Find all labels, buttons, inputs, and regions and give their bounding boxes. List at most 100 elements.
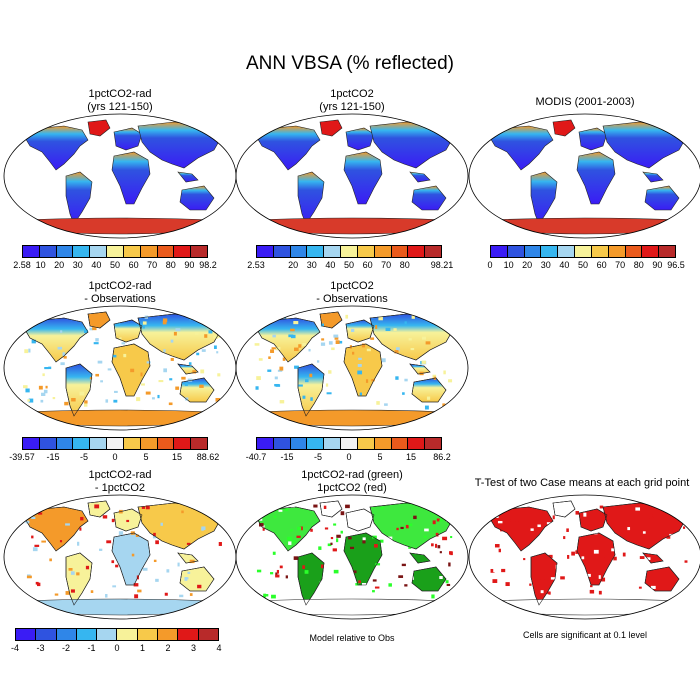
- data-cell: [351, 328, 355, 332]
- data-cell: [294, 365, 299, 369]
- colorbar-swatch: [174, 246, 192, 257]
- panel2-title: 1pctCO2 (yrs 121-150): [234, 88, 470, 114]
- data-cell: [297, 526, 302, 531]
- data-cell: [434, 543, 438, 548]
- colorbar-swatch: [73, 246, 91, 257]
- data-cell: [49, 558, 52, 562]
- land-region: [578, 127, 608, 151]
- land-region: [87, 500, 111, 518]
- data-cell: [142, 567, 148, 571]
- data-cell: [388, 583, 392, 587]
- colorbar-1pctco2: 2.53 20 30 40 50 60 70 80 98.21: [247, 245, 453, 270]
- data-cell: [402, 392, 405, 395]
- data-cell: [57, 346, 63, 350]
- data-cell: [371, 535, 377, 539]
- colorbar-swatch: [123, 246, 141, 257]
- data-cell: [376, 401, 380, 405]
- data-cell: [669, 554, 674, 559]
- colorbar-swatch: [107, 438, 124, 449]
- data-cell: [288, 334, 294, 338]
- colorbar-swatch: [257, 246, 274, 257]
- map-1pctco2-minus-obs: [234, 304, 470, 432]
- data-cell: [439, 551, 442, 554]
- colorbar-tick-label: 5: [143, 452, 149, 462]
- data-cell: [331, 347, 335, 351]
- data-cell: [371, 379, 375, 382]
- land-region: [113, 127, 143, 151]
- data-cell: [142, 325, 145, 329]
- data-cell: [448, 379, 453, 383]
- data-cell: [498, 548, 501, 553]
- data-cell: [216, 351, 219, 354]
- data-cell: [321, 338, 325, 341]
- data-cell: [442, 536, 448, 541]
- colorbar-swatch: [157, 246, 175, 257]
- antarctica-region: [488, 598, 682, 616]
- colorbar-swatch: [90, 438, 108, 449]
- data-cell: [423, 535, 427, 538]
- data-cell: [126, 519, 130, 523]
- data-cell: [375, 325, 378, 329]
- data-cell: [336, 534, 341, 538]
- data-cell: [326, 392, 332, 395]
- data-cell: [336, 538, 339, 543]
- map-svg: [3, 494, 237, 620]
- data-cell: [168, 402, 173, 406]
- data-cell: [97, 360, 103, 364]
- data-cell: [100, 380, 103, 383]
- panel7-title-line1: 1pctCO2-rad (green): [301, 469, 403, 481]
- data-cell: [683, 526, 686, 529]
- data-cell: [358, 357, 362, 360]
- data-cell: [540, 576, 545, 580]
- colorbar-swatches: [256, 437, 442, 450]
- data-cell: [372, 590, 375, 593]
- data-cell: [666, 535, 671, 539]
- data-cell: [140, 372, 143, 377]
- data-cell: [635, 507, 641, 511]
- land-region: [602, 502, 688, 550]
- data-cell: [358, 580, 361, 584]
- data-cell: [421, 336, 426, 340]
- coastline: [578, 508, 608, 532]
- coastline: [113, 508, 143, 532]
- coastline: [411, 566, 447, 592]
- colorbar-swatch: [341, 246, 358, 257]
- data-cell: [404, 584, 408, 587]
- colorbar-swatch: [273, 246, 291, 257]
- colorbar-tick-label: 20: [522, 260, 533, 270]
- data-cell: [340, 511, 345, 516]
- data-cell: [25, 316, 29, 319]
- land-region: [111, 151, 151, 205]
- colorbar-1pctco2-rad: 2.58 10 20 30 40 50 60 70 80 90 98.2: [13, 245, 217, 270]
- data-cell: [44, 366, 49, 370]
- map-1pctco2-rad-minus-obs: [2, 304, 238, 432]
- data-cell: [41, 540, 46, 543]
- data-cell: [287, 536, 293, 541]
- data-cell: [370, 337, 375, 340]
- data-cell: [142, 321, 147, 325]
- data-cell: [204, 334, 208, 338]
- coastline: [319, 500, 343, 518]
- data-cell: [113, 399, 118, 403]
- data-cell: [630, 571, 636, 575]
- data-cell: [646, 557, 651, 561]
- coastline: [345, 319, 375, 343]
- data-cell: [192, 370, 197, 374]
- data-cell: [366, 348, 371, 352]
- data-cell: [256, 376, 261, 381]
- data-cell: [76, 572, 80, 576]
- data-cell: [333, 569, 339, 574]
- data-cell: [288, 541, 292, 545]
- data-cell: [563, 536, 566, 540]
- data-cell: [70, 589, 75, 593]
- land-region: [345, 127, 375, 151]
- data-cell: [31, 339, 36, 344]
- data-cell: [42, 373, 45, 377]
- data-cell: [188, 362, 192, 365]
- colorbar-swatch: [642, 246, 660, 257]
- colorbar-swatch: [408, 438, 426, 449]
- data-cell: [65, 523, 70, 526]
- data-cell: [571, 551, 575, 556]
- data-cell: [437, 545, 441, 549]
- data-cell: [201, 527, 204, 531]
